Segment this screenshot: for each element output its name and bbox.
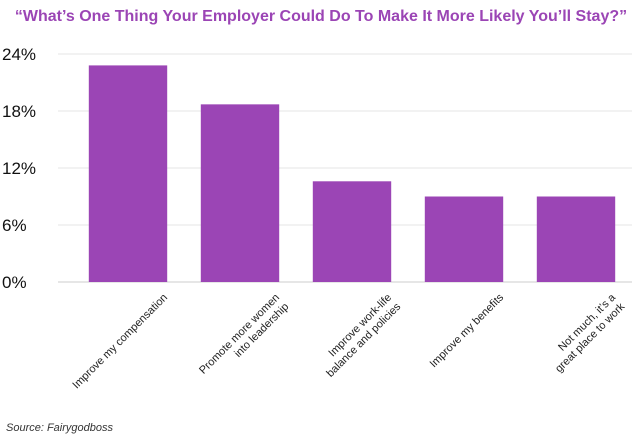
y-tick-label: 6% bbox=[2, 216, 27, 235]
bar bbox=[88, 65, 168, 283]
y-tick-label: 12% bbox=[2, 159, 36, 178]
source-note: Source: Fairygodboss bbox=[6, 422, 113, 434]
x-tick-label: Improve work-lifebalance and policies bbox=[315, 291, 404, 380]
x-tick-label: Promote more womeninto leadership bbox=[197, 292, 291, 386]
x-tick-label-line: Improve my benefits bbox=[428, 291, 507, 370]
bar bbox=[200, 104, 280, 282]
chart-title: “What’s One Thing Your Employer Could Do… bbox=[14, 8, 628, 25]
y-tick-label: 18% bbox=[2, 102, 36, 121]
bar bbox=[536, 196, 616, 282]
bar bbox=[424, 196, 504, 282]
x-tick-label: Improve my benefits bbox=[428, 291, 507, 370]
y-tick-label: 0% bbox=[2, 273, 27, 292]
bar bbox=[312, 181, 392, 282]
x-tick-label-line: Promote more women bbox=[197, 292, 282, 377]
y-tick-label: 24% bbox=[2, 45, 36, 64]
x-tick-label: Improve my compensation bbox=[70, 292, 170, 392]
x-tick-label: Not much, it’s agreat place to work bbox=[544, 291, 628, 375]
x-tick-label-line: Improve my compensation bbox=[70, 292, 170, 392]
